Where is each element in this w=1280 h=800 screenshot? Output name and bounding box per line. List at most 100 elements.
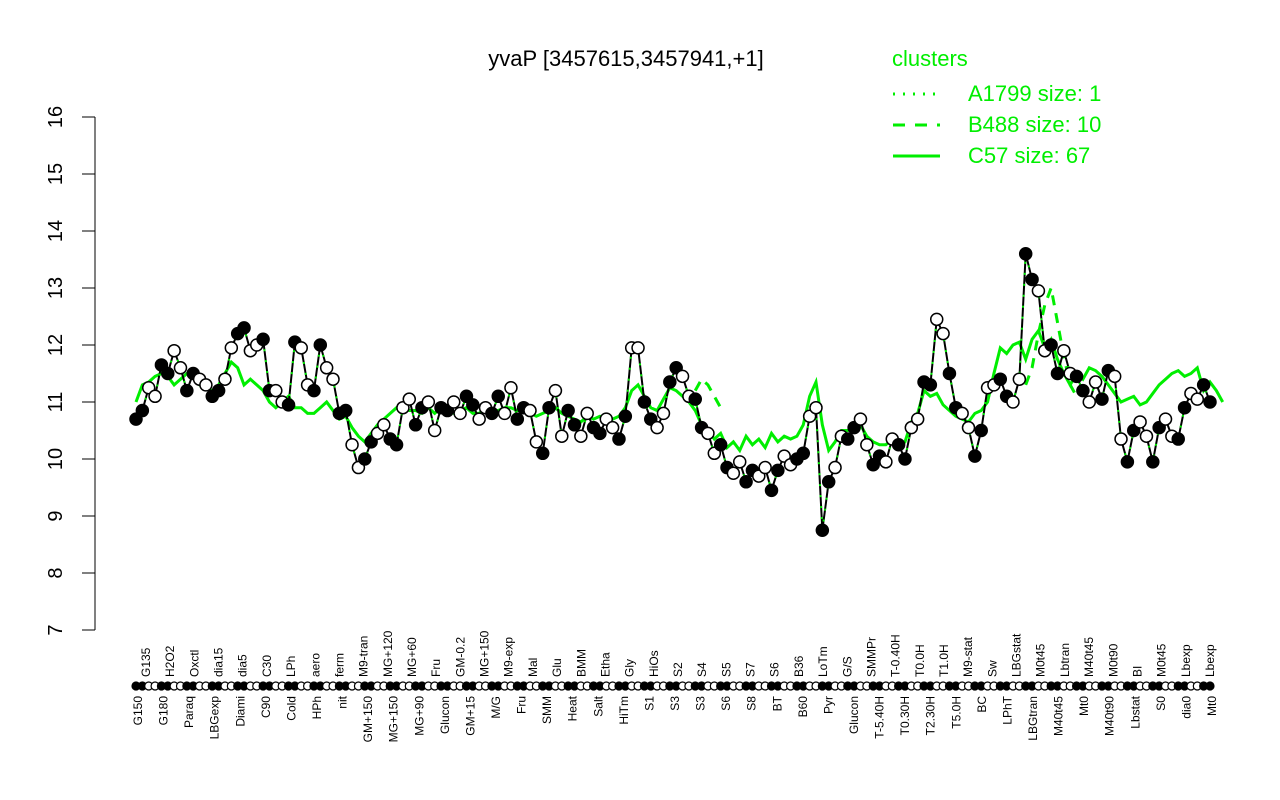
x-tick-label: Mt0 [1077,696,1091,716]
y-tick-label: 16 [45,106,67,128]
x-tick-label: SMM [540,696,554,724]
data-point [732,455,747,469]
x-tick-label: T1.0H [937,644,951,677]
data-point [650,420,664,435]
legend-entry-a1799: A1799 size: 1 [968,81,1101,106]
data-point [148,389,162,404]
data-point [161,366,175,381]
x-tick-label: H2O2 [163,645,177,677]
data-point [294,341,308,355]
data-point [447,395,461,409]
x-tick-label: Oxctl [187,650,201,677]
data-point [1025,272,1039,287]
data-point [726,466,741,480]
x-tick-label: M9-stat [961,636,975,677]
data-point [764,483,779,498]
x-tick-label: B60 [796,696,810,718]
data-point [1203,395,1217,409]
x-tick-label: SMMPr [864,637,878,677]
data-point [841,432,855,446]
data-point [993,372,1008,386]
x-tick-label: M0t45 [1034,643,1048,677]
x-tick-label: G150 [131,696,145,726]
x-tick-label: ferm [332,653,346,677]
x-tick-label: T0.0H [913,644,927,677]
x-tick-label: S8 [745,696,759,711]
data-points [129,247,1217,537]
y-tick-label: 13 [45,277,67,299]
x-tick-label: Heat [566,695,580,721]
data-point [796,446,811,461]
data-point [313,338,328,352]
data-point [491,389,505,404]
data-point [542,400,556,415]
data-point [135,403,150,418]
data-point [828,460,842,475]
x-tick-label: M40t45 [1052,696,1066,736]
x-tick-label: nit [336,695,350,708]
data-point [504,381,518,395]
legend-entry-c57: C57 size: 67 [968,143,1090,168]
data-point [1107,369,1122,384]
x-tick-label: Glu [550,658,564,677]
data-point [218,372,232,386]
data-point [898,452,912,466]
data-point [574,429,588,443]
x-tick-label: GM+15 [463,696,477,736]
data-point [453,406,467,421]
data-point [1196,378,1211,392]
x-tick-label: LBGexp [208,696,222,740]
data-point [631,341,645,355]
x-tick-label: T-0.40H [889,634,903,677]
data-point [497,406,512,421]
data-point [224,341,239,355]
data-point [1158,412,1173,426]
x-tick-label: Diami [233,696,247,727]
x-tick-label: BMM [574,649,588,677]
x-tick-label: T2.30H [924,696,938,735]
data-point [955,406,969,421]
x-tick-label: MG+150 [478,630,492,677]
x-tick-label: Salt [591,695,605,716]
x-tick-label: T5.0H [949,696,963,729]
data-point [974,423,988,438]
data-point [936,326,950,341]
data-point [942,366,957,381]
data-point [860,438,874,452]
data-point [637,395,652,409]
x-tick-label: M9-exp [502,637,516,677]
x-tick-label: BT [770,695,784,711]
x-tick-label: Fru [429,659,443,677]
data-point [593,426,607,441]
data-point [1057,343,1071,358]
data-point [167,343,181,358]
x-tick-label: Cold [284,696,298,721]
data-point [523,403,537,418]
data-point [256,332,270,347]
data-point [211,383,226,398]
data-point [929,312,944,327]
data-point [1031,284,1046,298]
data-point [358,452,372,466]
x-tick-label: S3 [668,696,682,711]
x-tick-label: LPhT [1000,695,1014,724]
data-point [1190,392,1205,406]
data-point [1139,429,1154,443]
data-point [1018,247,1033,261]
data-point [173,361,188,375]
data-point [1076,383,1090,398]
y-tick-label: 15 [45,163,67,185]
x-tick-label: Sw [985,660,999,677]
legend: clusters A1799 size: 1 B488 size: 10 C57… [892,46,1101,168]
x-tick-label: M9-tran [357,636,371,677]
data-point [815,523,830,537]
x-tick-label: S6 [768,662,782,677]
x-tick-label: LoTm [816,646,830,677]
x-tick-label: G/S [840,656,854,677]
x-tick-label: dia15 [212,647,226,677]
data-point [338,403,353,418]
x-tick-label: M40t45 [1082,637,1096,677]
data-point [739,475,753,489]
x-tick-label: Lbstat [1128,695,1142,728]
data-point [961,420,976,435]
